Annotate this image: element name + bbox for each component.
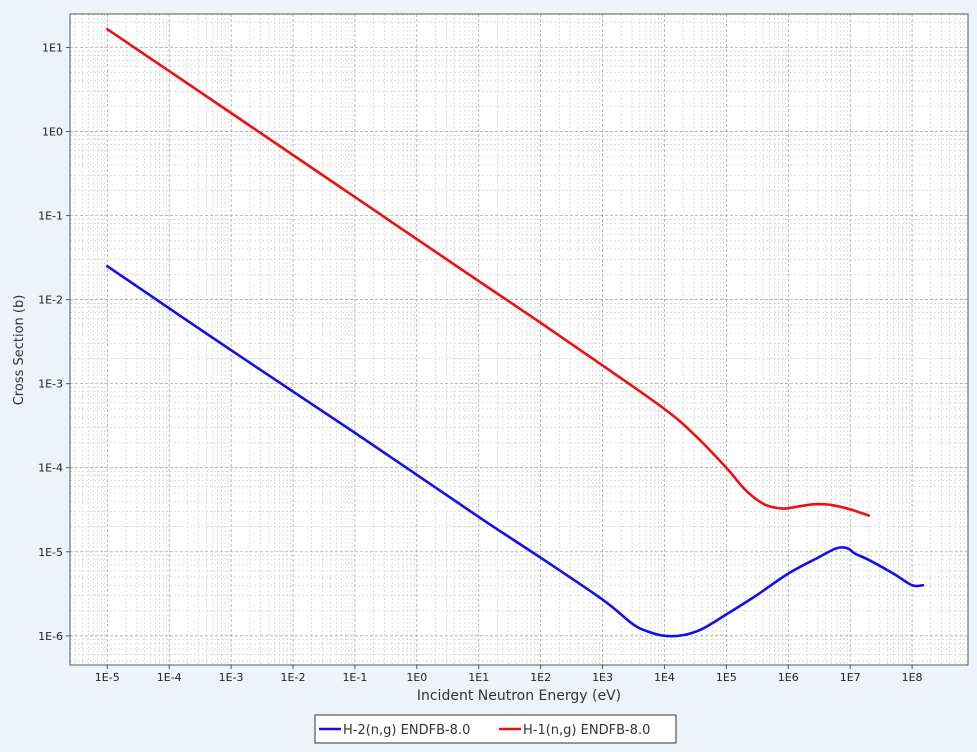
- x-tick-label: 1E4: [654, 671, 675, 684]
- y-tick-label: 1E-4: [38, 462, 63, 475]
- y-tick-label: 1E-6: [38, 630, 63, 643]
- y-tick-label: 1E-5: [38, 546, 63, 559]
- y-tick-label: 1E-1: [38, 210, 63, 223]
- series-line-2: [105, 27, 871, 517]
- series-layer: [105, 27, 925, 638]
- x-tick-label: 1E-2: [281, 671, 306, 684]
- x-tick-label: 1E1: [468, 671, 489, 684]
- x-tick-label: 1E6: [778, 671, 799, 684]
- y-tick-label: 1E-2: [38, 294, 63, 307]
- x-tick-label: 1E3: [592, 671, 613, 684]
- y-tick-label: 1E-3: [38, 378, 63, 391]
- legend-label: H-2(n,g) ENDFB-8.0: [343, 723, 470, 738]
- legend-box: [314, 714, 677, 744]
- series-line-1: [105, 264, 925, 638]
- plot-frame: [69, 13, 969, 666]
- axes: 1E-5 1E-4 1E-3 1E-2 1E-1 1E0 1E1 1E2 1E3 1E4 1E5 1E…: [38, 41, 922, 684]
- x-tick-label: 1E-4: [157, 671, 182, 684]
- plot-area: [70, 14, 968, 665]
- legend-label: H-1(n,g) ENDFB-8.0: [523, 723, 650, 738]
- x-tick-label: 1E5: [716, 671, 737, 684]
- grid: [70, 14, 969, 665]
- x-tick-label: 1E-3: [219, 671, 244, 684]
- x-axis-label: Incident Neutron Energy (eV): [417, 688, 621, 704]
- legend: H-2(n,g) ENDFB-8.0 H-1(n,g) ENDFB-8.0: [314, 714, 677, 744]
- x-tick-label: 1E8: [902, 671, 923, 684]
- y-tick-label: 1E1: [42, 41, 63, 54]
- y-tick-label: 1E0: [42, 126, 63, 139]
- x-tick-label: 1E-1: [342, 671, 367, 684]
- x-tick-label: 1E-5: [95, 671, 120, 684]
- x-tick-label: 1E7: [840, 671, 861, 684]
- y-axis-label: Cross Section (b): [12, 295, 27, 406]
- x-tick-label: 1E0: [406, 671, 427, 684]
- x-tick-label: 1E2: [530, 671, 551, 684]
